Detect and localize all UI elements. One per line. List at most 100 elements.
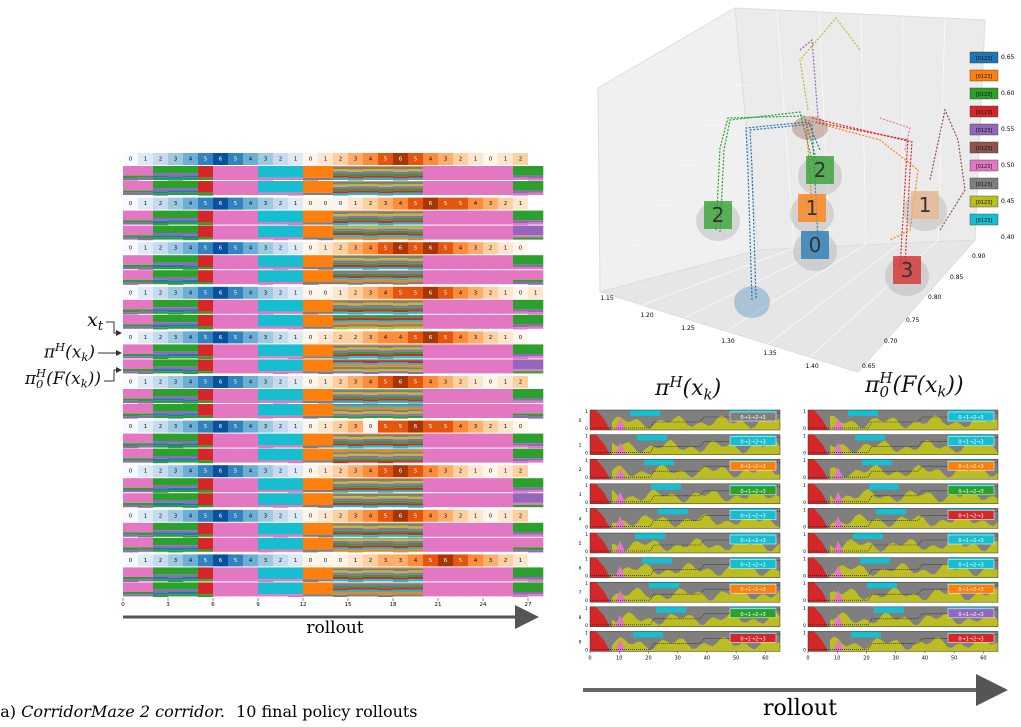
prob-band: [183, 225, 199, 233]
prob-band: [408, 314, 424, 316]
prob-band: [393, 453, 409, 456]
prob-band: [408, 411, 424, 414]
prob-band: [168, 411, 184, 415]
prob-band: [363, 299, 379, 301]
prob-band: [348, 371, 364, 374]
state-label: 3: [264, 424, 268, 430]
prob-band: [393, 585, 409, 588]
prob-band: [123, 264, 139, 267]
prob-band: [408, 545, 424, 548]
prob-band: [378, 184, 394, 187]
prob-band: [363, 458, 379, 461]
prob-band: [408, 485, 424, 488]
prob-band: [363, 481, 379, 484]
prob-band: [423, 389, 439, 403]
x-tick-label: 0: [588, 655, 591, 661]
pink-area: [615, 590, 626, 603]
prob-band: [333, 570, 349, 573]
prob-band: [258, 166, 274, 178]
prob-band: [408, 345, 424, 348]
prob-band: [348, 594, 364, 597]
state-cell: [183, 197, 198, 210]
prob-band: [288, 505, 304, 508]
prob-band: [378, 309, 394, 312]
prob-band: [378, 169, 394, 172]
state-label: 1: [294, 335, 298, 341]
prob-band: [513, 478, 529, 488]
prob-band: [288, 493, 304, 505]
state-label: 4: [189, 290, 193, 296]
prob-band: [288, 225, 304, 238]
prob-band: [138, 235, 154, 238]
prob-band: [528, 404, 544, 414]
prob-band: [138, 222, 154, 225]
prob-band: [453, 537, 469, 552]
prob-band: [378, 177, 394, 180]
state-label: 0: [309, 469, 313, 475]
x-tick-label: 9: [256, 602, 260, 608]
prob-band: [393, 354, 409, 357]
prob-band: [363, 404, 379, 407]
prob-band: [333, 590, 349, 593]
prob-band: [213, 314, 229, 329]
prob-band: [183, 190, 199, 193]
state-label: 2: [159, 469, 163, 475]
prob-band: [153, 354, 169, 357]
prob-band: [408, 229, 424, 232]
prob-band: [138, 314, 154, 325]
prob-band: [168, 344, 184, 352]
prob-band: [258, 460, 274, 463]
prob-band: [318, 582, 334, 595]
olive-area: [612, 636, 780, 652]
math-part: ): [712, 376, 722, 402]
prob-band: [138, 270, 154, 280]
state-label: 2: [339, 513, 343, 519]
state-label: 5: [234, 380, 238, 386]
y-tick-label: 1: [803, 581, 806, 587]
prob-band: [333, 415, 349, 418]
prob-band: [513, 398, 529, 401]
prob-band: [468, 404, 484, 418]
prob-band: [528, 579, 544, 582]
prob-band: [333, 583, 349, 586]
prob-band: [453, 522, 469, 537]
prob-band: [273, 225, 289, 238]
x-tick-label: 1.20: [640, 312, 654, 319]
prob-band: [378, 277, 394, 280]
prob-band: [393, 186, 409, 189]
prob-band: [393, 592, 409, 595]
prob-band: [348, 270, 364, 271]
prob-band: [258, 579, 274, 582]
prob-band: [408, 574, 424, 577]
prob-band: [378, 307, 394, 310]
prob-band: [408, 438, 424, 441]
state-label: 1: [294, 513, 298, 519]
state-cell: [453, 242, 468, 255]
state-cell: [498, 286, 513, 299]
x-tick-label: 10: [834, 655, 840, 661]
prob-band: [393, 494, 409, 497]
prob-band: [138, 225, 154, 236]
prob-band: [288, 299, 304, 312]
pane-grid: [937, 18, 946, 241]
prob-band: [333, 496, 349, 499]
state-cell: [348, 153, 363, 165]
prob-band: [423, 314, 439, 329]
row-label: 2: [579, 467, 582, 473]
y-tick-label: 0.90: [972, 253, 986, 260]
prob-band: [363, 213, 379, 216]
pane-grid: [901, 16, 904, 243]
prob-band: [408, 415, 424, 418]
prob-band: [153, 530, 169, 533]
prob-band: [333, 177, 349, 180]
prob-band: [363, 302, 379, 305]
prob-band: [138, 279, 154, 282]
prob-band: [258, 255, 274, 267]
prob-band: [348, 360, 364, 363]
state-label: 6: [399, 469, 403, 475]
prob-band: [528, 309, 544, 313]
prob-band: [333, 277, 349, 280]
prob-band: [138, 255, 154, 265]
prob-band: [498, 582, 514, 597]
state-cell: [513, 331, 528, 344]
